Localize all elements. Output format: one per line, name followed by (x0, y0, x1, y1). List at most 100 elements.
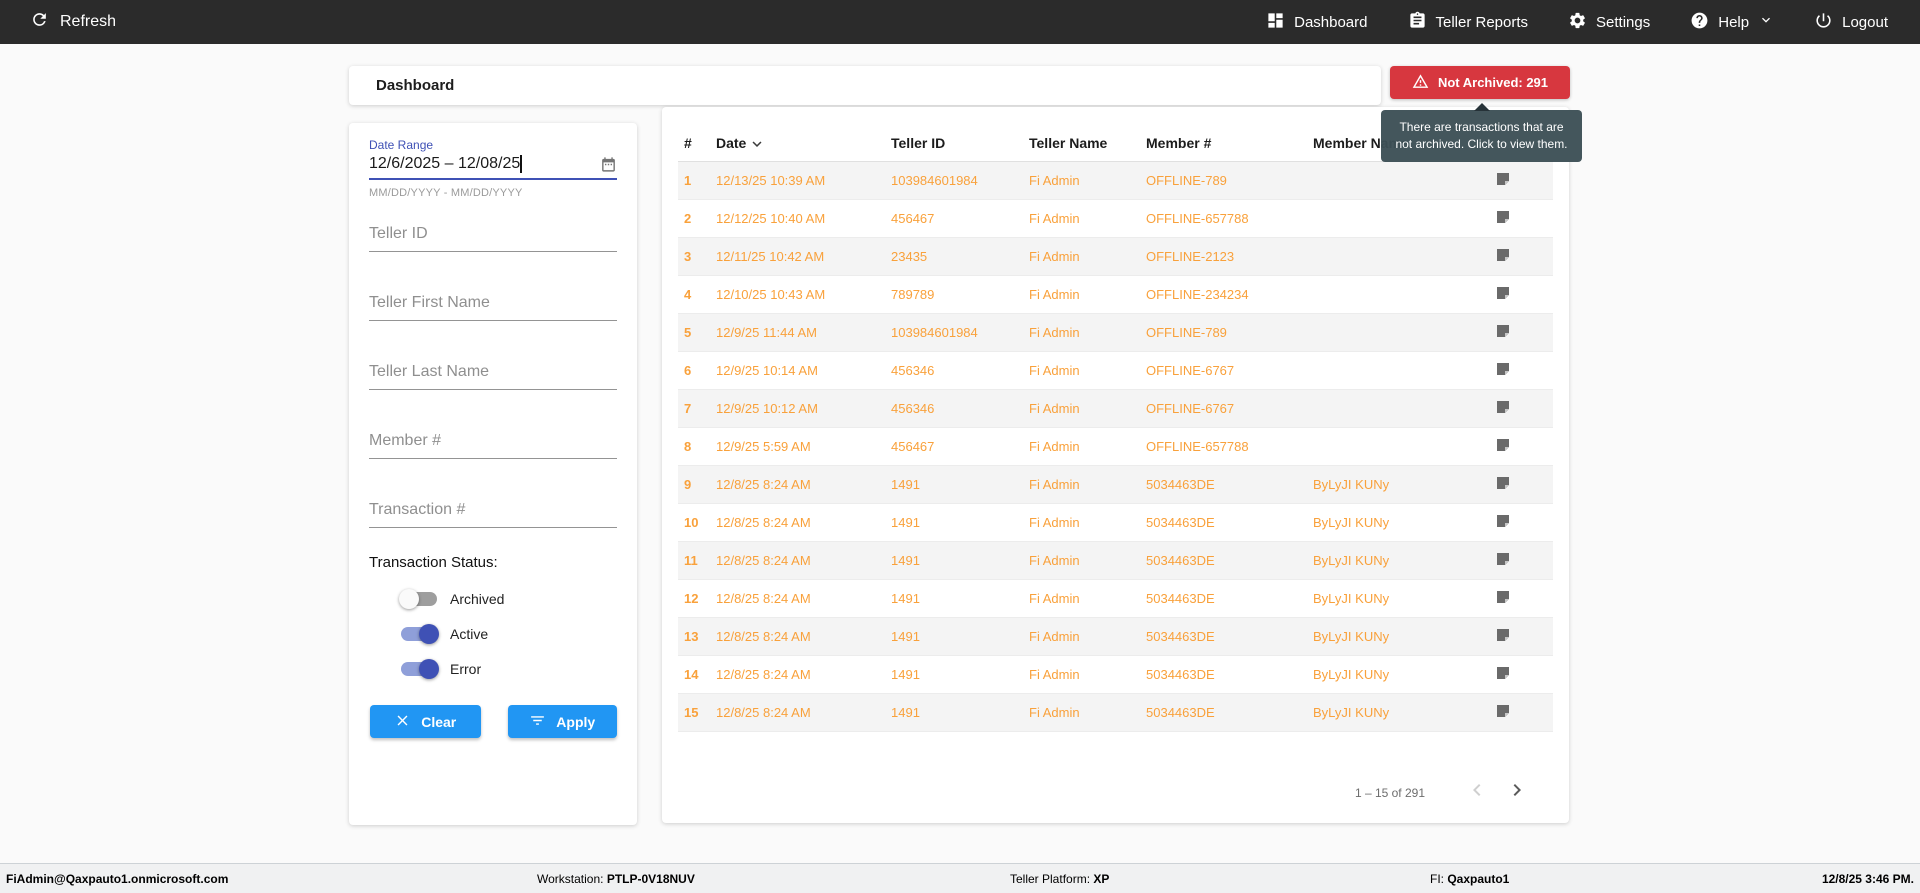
column-header-date[interactable]: Date (716, 125, 891, 162)
nav-item-label: Teller Reports (1435, 13, 1529, 31)
status-toggle-row: Archived (399, 589, 617, 609)
cell-teller-id: 1491 (891, 503, 1029, 542)
cell-date: 12/9/25 10:12 AM (716, 389, 891, 428)
table-row[interactable]: 4 12/10/25 10:43 AM 789789 Fi Admin OFFL… (678, 275, 1553, 314)
note-icon[interactable] (1495, 285, 1511, 301)
cell-member-number: OFFLINE-657788 (1146, 427, 1313, 466)
chevron-left-icon (1465, 778, 1489, 807)
table-row[interactable]: 5 12/9/25 11:44 AM 103984601984 Fi Admin… (678, 313, 1553, 352)
date-range-label: Date Range (369, 138, 434, 152)
filter-icon (529, 712, 546, 732)
cell-teller-id: 103984601984 (891, 161, 1029, 200)
teller-first-name-input[interactable] (369, 294, 617, 321)
nav-item-teller-reports[interactable]: Teller Reports (1408, 11, 1529, 34)
table-row[interactable]: 11 12/8/25 8:24 AM 1491 Fi Admin 5034463… (678, 541, 1553, 580)
cell-date: 12/9/25 10:14 AM (716, 351, 891, 390)
table-row[interactable]: 6 12/9/25 10:14 AM 456346 Fi Admin OFFLI… (678, 351, 1553, 390)
row-number: 11 (678, 541, 716, 580)
cell-member-name: ByLyJI KUNy (1313, 465, 1489, 504)
cell-member-number: OFFLINE-6767 (1146, 389, 1313, 428)
note-icon[interactable] (1495, 665, 1511, 681)
note-icon[interactable] (1495, 703, 1511, 719)
nav-item-dashboard[interactable]: Dashboard (1266, 11, 1368, 34)
pagination-prev-button[interactable] (1465, 778, 1489, 807)
cell-teller-name: Fi Admin (1029, 351, 1146, 390)
cell-member-number: 5034463DE (1146, 655, 1313, 694)
toggle-thumb (419, 624, 439, 644)
pagination-next-button[interactable] (1505, 778, 1529, 807)
not-archived-badge[interactable]: Not Archived: 291 (1390, 66, 1570, 99)
column-header-teller-name[interactable]: Teller Name (1029, 125, 1146, 162)
tooltip-text: There are transactions that are not arch… (1395, 120, 1568, 151)
toggle-switch[interactable] (399, 589, 437, 609)
cell-teller-id: 103984601984 (891, 313, 1029, 352)
row-number: 7 (678, 389, 716, 428)
apply-button[interactable]: Apply (507, 705, 617, 738)
cell-date: 12/9/25 11:44 AM (716, 313, 891, 352)
cell-teller-name: Fi Admin (1029, 313, 1146, 352)
note-icon[interactable] (1495, 475, 1511, 491)
date-range-helper: MM/DD/YYYY - MM/DD/YYYY (369, 187, 523, 199)
row-number: 6 (678, 351, 716, 390)
note-icon[interactable] (1495, 361, 1511, 377)
toggle-thumb (399, 589, 419, 609)
cell-member-name: ByLyJI KUNy (1313, 617, 1489, 656)
teller-last-name-input[interactable] (369, 363, 617, 390)
table-row[interactable]: 8 12/9/25 5:59 AM 456467 Fi Admin OFFLIN… (678, 427, 1553, 466)
transaction-number-input[interactable] (369, 501, 617, 528)
note-icon[interactable] (1495, 399, 1511, 415)
table-row[interactable]: 14 12/8/25 8:24 AM 1491 Fi Admin 5034463… (678, 655, 1553, 694)
row-number: 10 (678, 503, 716, 542)
nav-item-label: Help (1718, 13, 1750, 31)
teller-id-input[interactable] (369, 225, 617, 252)
table-row[interactable]: 10 12/8/25 8:24 AM 1491 Fi Admin 5034463… (678, 503, 1553, 542)
table-row[interactable]: 12 12/8/25 8:24 AM 1491 Fi Admin 5034463… (678, 579, 1553, 618)
table-row[interactable]: 2 12/12/25 10:40 AM 456467 Fi Admin OFFL… (678, 199, 1553, 238)
date-range-field[interactable]: 12/6/2025 – 12/08/25 (369, 155, 617, 180)
note-icon[interactable] (1495, 171, 1511, 187)
cell-teller-name: Fi Admin (1029, 427, 1146, 466)
refresh-button[interactable]: Refresh (30, 10, 116, 34)
column-header-member-number[interactable]: Member # (1146, 125, 1313, 162)
table-row[interactable]: 3 12/11/25 10:42 AM 23435 Fi Admin OFFLI… (678, 237, 1553, 276)
clear-button[interactable]: Clear (370, 705, 481, 738)
cell-teller-name: Fi Admin (1029, 161, 1146, 200)
transactions-panel: # Date Teller ID Teller Name Member # (662, 107, 1569, 823)
toggle-switch[interactable] (401, 624, 439, 644)
cell-member-number: 5034463DE (1146, 693, 1313, 732)
note-icon[interactable] (1495, 323, 1511, 339)
note-icon[interactable] (1495, 589, 1511, 605)
toggle-label: Archived (450, 591, 505, 607)
cell-date: 12/11/25 10:42 AM (716, 237, 891, 276)
cell-member-number: OFFLINE-6767 (1146, 351, 1313, 390)
cell-teller-id: 1491 (891, 579, 1029, 618)
cell-teller-id: 1491 (891, 465, 1029, 504)
note-icon[interactable] (1495, 513, 1511, 529)
note-icon[interactable] (1495, 209, 1511, 225)
note-icon[interactable] (1495, 247, 1511, 263)
table-row[interactable]: 13 12/8/25 8:24 AM 1491 Fi Admin 5034463… (678, 617, 1553, 656)
column-header-label: Date (716, 134, 747, 151)
calendar-icon[interactable] (600, 156, 617, 173)
table-row[interactable]: 7 12/9/25 10:12 AM 456346 Fi Admin OFFLI… (678, 389, 1553, 428)
table-row[interactable]: 1 12/13/25 10:39 AM 103984601984 Fi Admi… (678, 161, 1553, 200)
member-number-input[interactable] (369, 432, 617, 459)
cell-member-name: ByLyJI KUNy (1313, 541, 1489, 580)
column-header-teller-id[interactable]: Teller ID (891, 125, 1029, 162)
status-toggle-row: Error (401, 659, 617, 679)
filters-panel: Date Range 12/6/2025 – 12/08/25 MM/DD/YY… (349, 123, 637, 825)
table-row[interactable]: 15 12/8/25 8:24 AM 1491 Fi Admin 5034463… (678, 693, 1553, 732)
note-icon[interactable] (1495, 551, 1511, 567)
note-icon[interactable] (1495, 437, 1511, 453)
nav-item-logout[interactable]: Logout (1814, 11, 1888, 34)
toggle-switch[interactable] (401, 659, 439, 679)
cell-teller-name: Fi Admin (1029, 199, 1146, 238)
table-row[interactable]: 9 12/8/25 8:24 AM 1491 Fi Admin 5034463D… (678, 465, 1553, 504)
nav-item-help[interactable]: Help (1690, 11, 1774, 34)
date-range-value: 12/6/2025 – 12/08/25 (369, 155, 521, 172)
status-datetime: 12/8/25 3:46 PM. (1821, 871, 1914, 886)
column-header-number[interactable]: # (678, 125, 716, 162)
cell-member-number: 5034463DE (1146, 541, 1313, 580)
nav-item-settings[interactable]: Settings (1568, 11, 1650, 34)
note-icon[interactable] (1495, 627, 1511, 643)
